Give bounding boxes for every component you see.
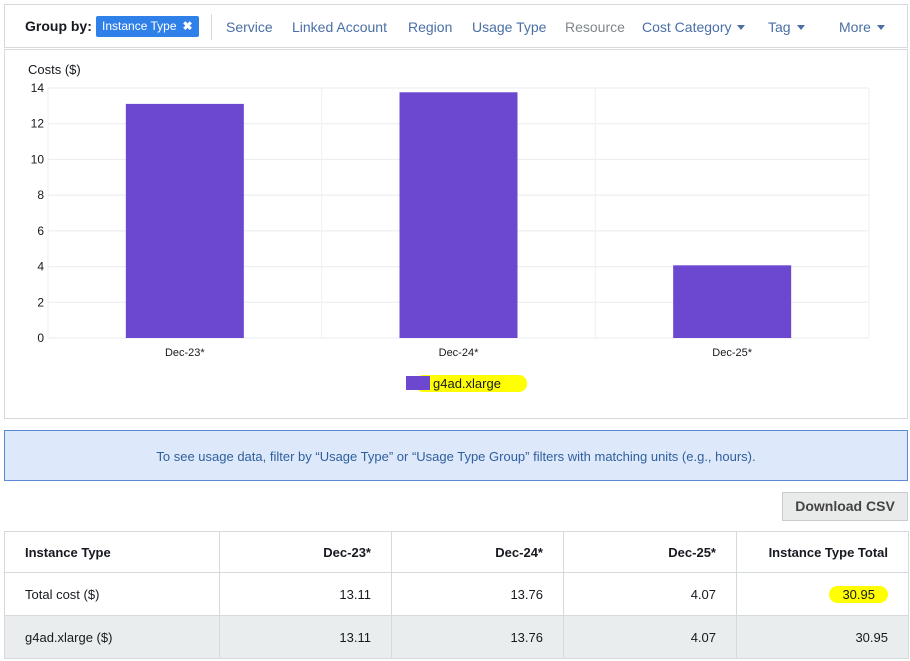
- y-tick-label: 2: [37, 295, 44, 309]
- table-cell: 13.11: [219, 572, 392, 616]
- legend-highlight: [415, 375, 527, 392]
- caret-down-icon: [796, 25, 805, 30]
- group-by-label: Group by:: [25, 18, 92, 34]
- y-tick-label: 4: [37, 260, 44, 274]
- group-option-tag[interactable]: Tag: [768, 19, 805, 35]
- column-header-dec-25[interactable]: Dec-25*: [563, 531, 737, 573]
- chip-label: Instance Type: [102, 19, 177, 33]
- y-tick-label: 0: [37, 331, 44, 345]
- instance-type-chip[interactable]: Instance Type ✖: [96, 16, 199, 37]
- column-header-dec-23[interactable]: Dec-23*: [219, 531, 392, 573]
- table-cell: 13.76: [391, 572, 564, 616]
- x-tick-label: Dec-23*: [165, 347, 205, 359]
- table-cell: 30.95: [736, 615, 909, 659]
- row-label: g4ad.xlarge ($): [4, 615, 220, 659]
- download-csv-button[interactable]: Download CSV: [782, 492, 908, 521]
- group-option-usage-type[interactable]: Usage Type: [472, 19, 547, 35]
- y-tick-label: 8: [37, 188, 44, 202]
- column-header-dec-24[interactable]: Dec-24*: [391, 531, 564, 573]
- table-cell: 13.76: [391, 615, 564, 659]
- cost-table: Instance Type Dec-23* Dec-24* Dec-25* In…: [4, 531, 909, 659]
- table-row: Total cost ($) 13.11 13.76 4.07 30.95: [4, 572, 909, 616]
- divider: [211, 14, 212, 40]
- table-cell: 13.11: [219, 615, 392, 659]
- y-tick-label: 12: [31, 117, 45, 131]
- chart-panel: Costs ($) 0 2 4 6 8 10 12 14 Dec-23* Dec-24* Dec-25…: [4, 49, 908, 419]
- table-header-row: Instance Type Dec-23* Dec-24* Dec-25* In…: [4, 531, 909, 573]
- group-option-cost-category[interactable]: Cost Category: [642, 19, 746, 35]
- group-by-bar: Group by: Instance Type ✖ Service Linked …: [4, 4, 908, 48]
- tag-label: Tag: [768, 19, 791, 35]
- y-tick-label: 10: [31, 152, 45, 166]
- bar: [125, 103, 244, 338]
- column-header-total[interactable]: Instance Type Total: [736, 531, 909, 573]
- close-icon[interactable]: ✖: [182, 19, 193, 33]
- more-label: More: [839, 19, 871, 35]
- column-header-instance-type[interactable]: Instance Type: [4, 531, 220, 573]
- group-option-region[interactable]: Region: [408, 19, 453, 35]
- row-label: Total cost ($): [4, 572, 220, 616]
- cost-category-label: Cost Category: [642, 19, 732, 35]
- bar: [399, 92, 518, 339]
- x-tick-label: Dec-25*: [712, 347, 752, 359]
- group-option-resource: Resource: [565, 19, 625, 35]
- caret-down-icon: [737, 25, 746, 30]
- highlighted-total: 30.95: [829, 585, 888, 603]
- caret-down-icon: [876, 25, 885, 30]
- legend-swatch: [406, 376, 430, 390]
- bar: [673, 265, 792, 338]
- group-option-more[interactable]: More: [839, 19, 885, 35]
- table-cell: 4.07: [563, 572, 737, 616]
- y-axis-label: Costs ($): [28, 62, 81, 77]
- x-tick-label: Dec-24*: [439, 347, 479, 359]
- y-tick-label: 6: [37, 224, 44, 238]
- info-banner: To see usage data, filter by “Usage Type…: [4, 430, 908, 481]
- table-row: g4ad.xlarge ($) 13.11 13.76 4.07 30.95: [4, 615, 909, 659]
- table-cell: 4.07: [563, 615, 737, 659]
- group-option-linked-account[interactable]: Linked Account: [292, 19, 387, 35]
- legend-label: g4ad.xlarge: [433, 376, 501, 391]
- y-tick-label: 14: [31, 81, 45, 95]
- group-option-service[interactable]: Service: [226, 19, 273, 35]
- cost-bar-chart: Costs ($) 0 2 4 6 8 10 12 14 Dec-23* Dec-24* Dec-25…: [28, 62, 870, 392]
- table-cell-total: 30.95: [736, 572, 909, 616]
